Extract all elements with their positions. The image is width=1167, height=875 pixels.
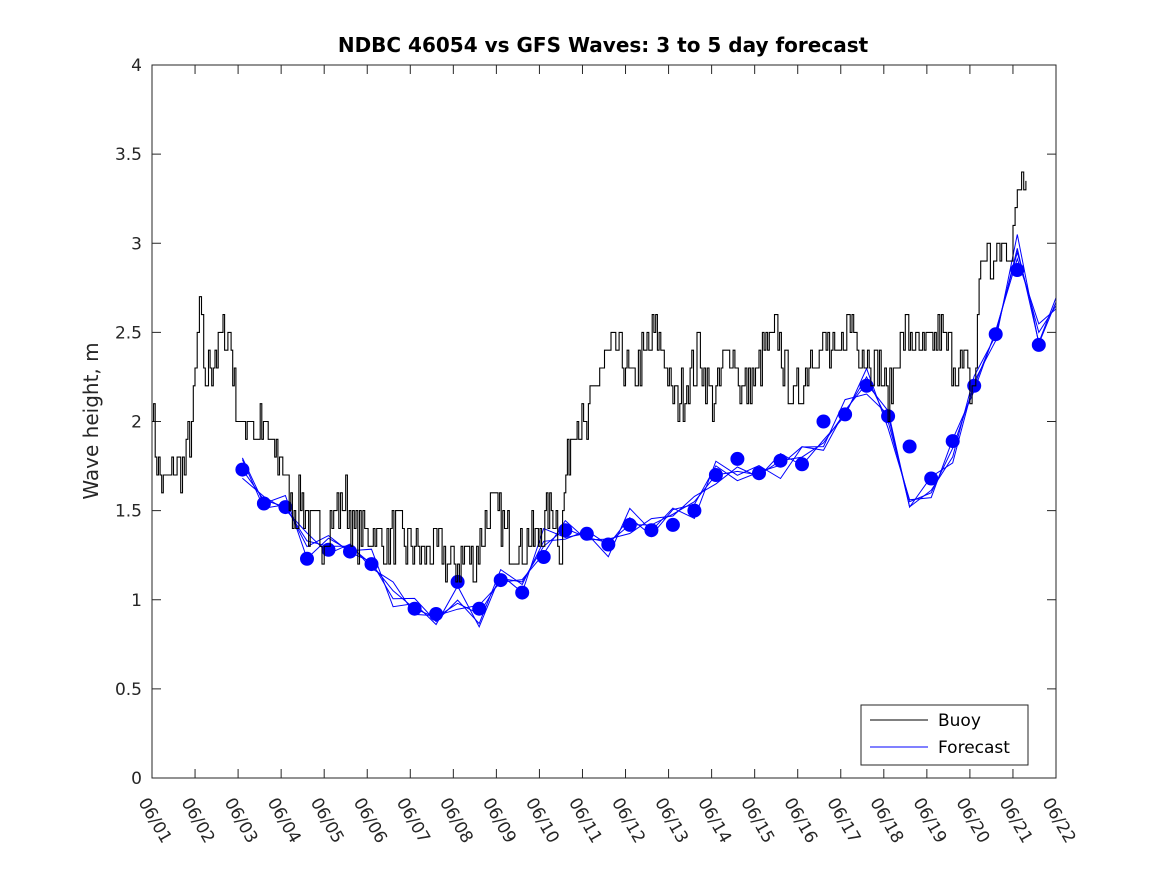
forecast-marker (924, 471, 939, 486)
y-tick-label: 1.5 (115, 502, 142, 522)
forecast-marker (1010, 263, 1025, 277)
forecast-marker (665, 517, 680, 532)
forecast-marker (730, 451, 745, 466)
forecast-marker (988, 327, 1003, 342)
forecast-marker (364, 557, 379, 572)
buoy-series (152, 171, 1027, 583)
forecast-marker (622, 517, 637, 532)
y-tick-label: 4 (131, 56, 142, 76)
forecast-marker (515, 585, 530, 600)
forecast-marker (407, 601, 422, 616)
forecast-marker (300, 551, 314, 566)
forecast-marker (256, 496, 271, 511)
forecast-marker (558, 523, 573, 538)
y-tick-labels: 0 0.5 1 1.5 2 2.5 3 3.5 4 (115, 56, 142, 789)
forecast-marker (859, 378, 874, 393)
legend-forecast-label: Forecast (938, 738, 1010, 758)
y-axis-label: Wave height, m (79, 342, 103, 499)
forecast-marker (945, 434, 960, 449)
forecast-marker (902, 439, 917, 454)
forecast-marker (536, 550, 551, 564)
forecast-marker (1031, 337, 1046, 352)
y-tick-label: 3.5 (115, 145, 142, 165)
forecast-marker (773, 453, 788, 468)
legend: Buoy Forecast (860, 704, 1029, 766)
forecast-marker (579, 526, 594, 541)
forecast-marker (644, 523, 659, 538)
forecast-marker (838, 407, 853, 422)
legend-box (860, 704, 1029, 766)
forecast-marker (429, 607, 444, 621)
forecast-marker (493, 573, 508, 588)
y-tick-label: 1 (131, 591, 142, 611)
forecast-marker (687, 503, 702, 518)
chart-title: NDBC 46054 vs GFS Waves: 3 to 5 day fore… (338, 33, 869, 57)
forecast-marker (343, 544, 357, 559)
forecast-marker (601, 537, 616, 552)
forecast-marker (752, 466, 766, 481)
forecast-marker (235, 462, 250, 477)
forecast-marker (795, 457, 809, 472)
legend-buoy-label: Buoy (938, 711, 981, 731)
y-tick-label: 0.5 (115, 680, 142, 700)
forecast-marker (816, 414, 831, 429)
y-tick-label: 0 (131, 769, 142, 789)
forecast-marker (708, 468, 723, 482)
forecast-marker (321, 542, 336, 557)
y-tick-label: 2.5 (115, 323, 142, 343)
forecast-marker (472, 601, 487, 616)
forecast-line (242, 257, 1057, 617)
y-tick-label: 2 (131, 413, 142, 433)
plot-area (152, 65, 1056, 778)
y-tick-label: 3 (131, 234, 142, 254)
plot-frame (151, 64, 1057, 779)
forecast-markers (235, 263, 1046, 621)
buoy-line (152, 171, 1027, 583)
